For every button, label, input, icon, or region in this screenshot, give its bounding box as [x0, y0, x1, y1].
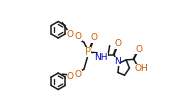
Text: O: O	[115, 40, 122, 49]
Text: NH: NH	[94, 53, 108, 62]
Text: O: O	[74, 70, 81, 79]
Text: N: N	[115, 57, 121, 66]
Text: O: O	[67, 30, 74, 39]
Text: O: O	[91, 33, 98, 43]
Text: O: O	[67, 72, 74, 81]
Text: O: O	[74, 32, 81, 41]
Text: P: P	[85, 47, 91, 57]
Text: O: O	[135, 45, 142, 54]
Text: OH: OH	[134, 64, 148, 73]
